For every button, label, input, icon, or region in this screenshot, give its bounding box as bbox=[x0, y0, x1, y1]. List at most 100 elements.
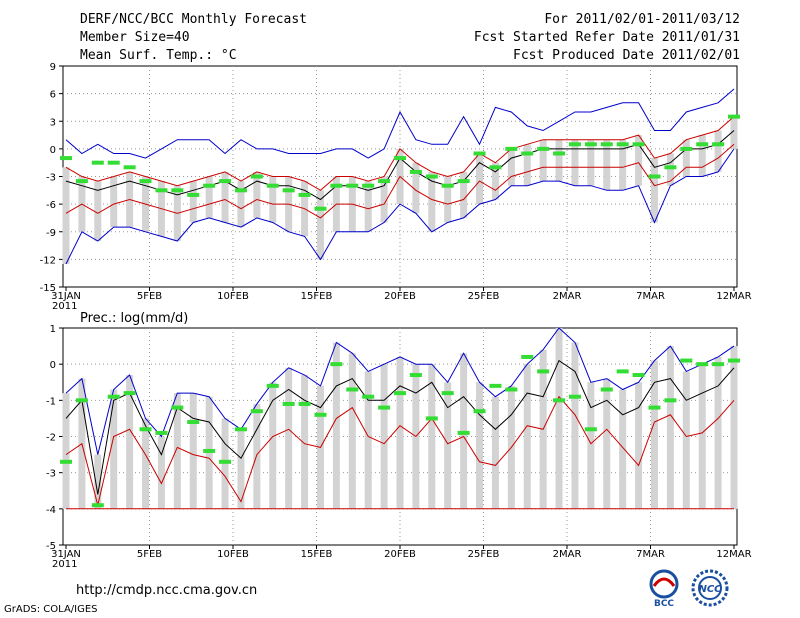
p1-observation-marker bbox=[123, 165, 136, 170]
p1-observation-marker bbox=[664, 165, 677, 170]
p1-observation-marker bbox=[314, 206, 327, 211]
p2-observation-marker bbox=[314, 412, 327, 417]
p1-upper-inner-line bbox=[65, 116, 735, 191]
p2-member-box bbox=[110, 389, 118, 509]
p1-x-tick-label: 2MAR bbox=[553, 291, 582, 302]
p2-member-box bbox=[571, 342, 579, 509]
p1-x-tick-label: 2011 bbox=[52, 301, 77, 312]
p1-y-tick-label: -9 bbox=[46, 228, 56, 239]
header-period: For 2011/02/01-2011/03/12 bbox=[544, 12, 740, 27]
p1-observation-marker bbox=[409, 169, 422, 174]
p2-x-tick-label: 15FEB bbox=[301, 549, 333, 560]
p2-x-tick-label: 10FEB bbox=[217, 549, 249, 560]
p1-member-box bbox=[189, 181, 197, 223]
p1-observation-marker bbox=[107, 160, 120, 165]
p1-observation-marker bbox=[425, 174, 438, 179]
footer-credit: GrADS: COLA/IGES bbox=[4, 604, 98, 615]
p2-member-box bbox=[603, 378, 611, 509]
p1-y-tick-label: 9 bbox=[50, 62, 56, 73]
p1-member-box bbox=[507, 148, 515, 186]
p2-observation-marker bbox=[250, 409, 263, 414]
p1-observation-marker bbox=[298, 192, 311, 197]
p1-y-tick-label: -12 bbox=[40, 255, 56, 266]
p2-observation-marker bbox=[155, 430, 168, 435]
p2-member-box bbox=[380, 364, 388, 509]
p2-x-tick-label: 2MAR bbox=[553, 549, 582, 560]
p2-member-box bbox=[714, 356, 722, 509]
p1-member-box bbox=[714, 130, 722, 172]
p2-member-box bbox=[348, 353, 356, 509]
p2-observation-marker bbox=[568, 394, 581, 399]
header-fcst-start: Fcst Started Refer Date 2011/01/31 bbox=[473, 30, 740, 45]
p2-observation-marker bbox=[648, 405, 661, 410]
p1-y-tick-label: 6 bbox=[50, 90, 56, 101]
p2-member-box bbox=[157, 436, 165, 509]
p1-member-box bbox=[730, 116, 738, 149]
p2-member-box bbox=[682, 371, 690, 509]
p1-observation-marker bbox=[282, 188, 295, 193]
header-variable: Mean Surf. Temp.: °C bbox=[80, 48, 237, 63]
p1-upper-outer-line bbox=[65, 88, 735, 159]
bcc-logo-text: BCC bbox=[654, 599, 674, 608]
p2-member-box bbox=[491, 396, 499, 509]
p1-x-tick-label: 5FEB bbox=[137, 291, 162, 302]
p1-y-tick-label: -6 bbox=[46, 200, 56, 211]
p2-member-box bbox=[698, 364, 706, 509]
p1-observation-marker bbox=[632, 142, 645, 147]
p1-member-box bbox=[428, 171, 436, 232]
bcc-logo: BCC bbox=[649, 569, 679, 608]
header-member-size: Member Size=40 bbox=[80, 30, 190, 45]
p2-y-tick-label: -1 bbox=[46, 396, 56, 407]
p1-y-tick-label: 3 bbox=[50, 117, 56, 128]
p1-member-box bbox=[666, 153, 674, 186]
p2-member-box bbox=[444, 382, 452, 509]
p2-member-box bbox=[730, 346, 738, 509]
p1-member-box bbox=[412, 162, 420, 214]
p1-lower-inner-line bbox=[65, 143, 735, 219]
p2-observation-marker bbox=[537, 369, 550, 374]
p2-member-box bbox=[396, 356, 404, 509]
p1-observation-marker bbox=[584, 142, 597, 147]
footer-url[interactable]: http://cmdp.ncc.cma.gov.cn bbox=[76, 583, 258, 598]
p2-observation-marker bbox=[712, 362, 725, 367]
p1-observation-marker bbox=[187, 192, 200, 197]
p1-member-box bbox=[587, 139, 595, 186]
p1-member-box bbox=[523, 144, 531, 186]
p2-member-box bbox=[189, 393, 197, 509]
p2-observation-marker bbox=[282, 401, 295, 406]
p1-x-tick-label: 10FEB bbox=[217, 291, 249, 302]
p2-observation-marker bbox=[266, 383, 279, 388]
p2-upper-outer-line bbox=[65, 327, 735, 455]
p2-observation-marker bbox=[219, 459, 232, 464]
p2-observation-marker bbox=[696, 362, 709, 367]
p1-observation-marker bbox=[712, 142, 725, 147]
p1-member-box bbox=[650, 158, 658, 223]
prec-panel-title: Prec.: log(mm/d) bbox=[80, 311, 188, 326]
p2-member-box bbox=[269, 382, 277, 509]
p1-member-box bbox=[460, 171, 468, 218]
p1-member-box bbox=[444, 176, 452, 223]
p2-x-tick-label: 5FEB bbox=[137, 549, 162, 560]
p2-observation-marker bbox=[521, 354, 534, 359]
p2-y-tick-label: -5 bbox=[46, 541, 56, 552]
p1-member-box bbox=[316, 190, 324, 260]
p2-observation-marker bbox=[632, 373, 645, 378]
p1-member-box bbox=[62, 167, 70, 264]
p1-observation-marker bbox=[75, 179, 88, 184]
p2-member-box bbox=[666, 346, 674, 509]
p2-observation-marker bbox=[600, 387, 613, 392]
p2-observation-marker bbox=[107, 394, 120, 399]
p1-observation-marker bbox=[489, 165, 502, 170]
p1-x-tick-label: 20FEB bbox=[384, 291, 416, 302]
p2-observation-marker bbox=[680, 358, 693, 363]
p1-observation-marker bbox=[457, 179, 470, 184]
p1-observation-marker bbox=[234, 188, 247, 193]
ncc-logo: NCC bbox=[691, 569, 729, 607]
p1-observation-marker bbox=[346, 183, 359, 188]
p2-observation-marker bbox=[187, 420, 200, 425]
p1-x-tick-label: 12MAR bbox=[716, 291, 751, 302]
p2-member-box bbox=[650, 360, 658, 509]
p2-observation-marker bbox=[664, 398, 677, 403]
p1-observation-marker bbox=[521, 151, 534, 156]
